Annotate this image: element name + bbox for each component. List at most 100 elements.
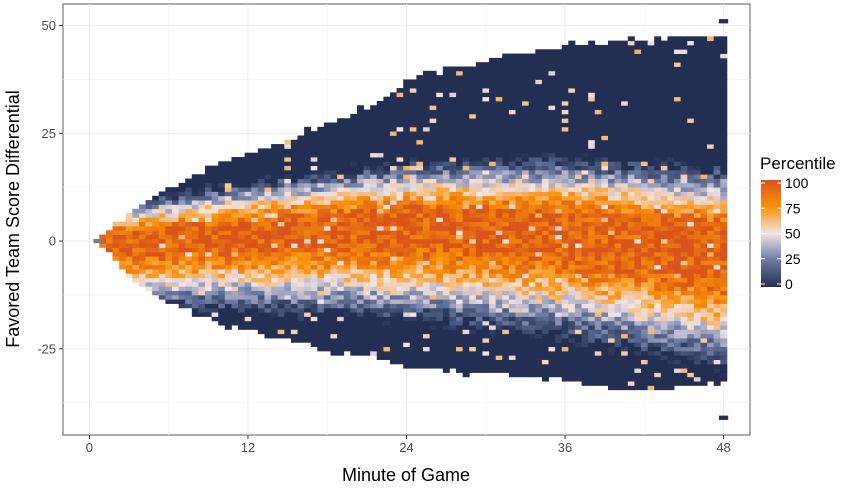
heatmap-cell xyxy=(548,213,556,218)
heatmap-cell xyxy=(185,247,193,253)
heatmap-cell xyxy=(442,221,450,227)
heatmap-cell xyxy=(601,294,609,300)
heatmap-cell xyxy=(574,118,582,123)
heatmap-cell xyxy=(429,174,437,179)
heatmap-cell xyxy=(449,316,457,322)
heatmap-cell xyxy=(502,316,510,322)
heatmap-cell xyxy=(667,131,675,136)
heatmap-cell xyxy=(495,238,503,244)
heatmap-cell xyxy=(304,273,312,279)
heatmap-cell xyxy=(535,165,543,171)
heatmap-cell xyxy=(370,161,378,167)
heatmap-cell xyxy=(277,144,285,149)
heatmap-cell xyxy=(502,191,510,197)
heatmap-cell xyxy=(641,152,649,158)
heatmap-cell xyxy=(627,376,635,382)
heatmap-cell xyxy=(238,174,246,179)
heatmap-cell xyxy=(469,161,477,167)
heatmap-cell xyxy=(304,174,312,179)
heatmap-cell xyxy=(363,126,371,132)
heatmap-cell xyxy=(667,234,675,240)
heatmap-cell xyxy=(495,100,503,106)
heatmap-cell xyxy=(588,144,596,149)
heatmap-cell xyxy=(607,62,615,67)
heatmap-cell xyxy=(594,260,602,266)
heatmap-cell xyxy=(469,122,477,128)
heatmap-cell xyxy=(574,368,582,373)
heatmap-cell xyxy=(396,225,404,231)
heatmap-cell xyxy=(581,96,589,102)
heatmap-cell xyxy=(561,49,569,54)
heatmap-cell xyxy=(403,342,411,348)
heatmap-cell xyxy=(495,195,503,201)
heatmap-cell xyxy=(284,230,292,235)
heatmap-cell xyxy=(350,290,358,296)
heatmap-cell xyxy=(489,264,497,270)
heatmap-cell xyxy=(403,312,411,317)
heatmap-cell xyxy=(462,269,470,274)
heatmap-cell xyxy=(436,157,444,162)
heatmap-cell xyxy=(581,174,589,179)
heatmap-cell xyxy=(343,338,351,343)
heatmap-cell xyxy=(508,329,516,335)
heatmap-cell xyxy=(356,329,364,335)
heatmap-cell xyxy=(456,359,464,365)
heatmap-cell xyxy=(205,204,213,210)
heatmap-cell xyxy=(403,100,411,106)
heatmap-cell xyxy=(370,346,378,352)
heatmap-cell xyxy=(396,247,404,253)
heatmap-cell xyxy=(323,195,331,201)
heatmap-cell xyxy=(535,260,543,266)
heatmap-cell xyxy=(667,105,675,110)
heatmap-cell xyxy=(218,320,226,326)
heatmap-cell xyxy=(436,131,444,136)
heatmap-cell xyxy=(370,131,378,136)
heatmap-cell xyxy=(495,355,503,360)
heatmap-cell xyxy=(489,363,497,369)
heatmap-cell xyxy=(323,157,331,162)
heatmap-cell xyxy=(574,169,582,175)
heatmap-cell xyxy=(191,208,199,214)
heatmap-cell xyxy=(667,269,675,274)
heatmap-cell xyxy=(284,144,292,149)
heatmap-cell xyxy=(356,273,364,279)
heatmap-cell xyxy=(416,303,424,309)
heatmap-cell xyxy=(674,118,682,123)
heatmap-cell xyxy=(674,200,682,205)
heatmap-cell xyxy=(522,152,530,158)
heatmap-cell xyxy=(621,350,629,356)
heatmap-cell xyxy=(641,126,649,132)
heatmap-cell xyxy=(548,225,556,231)
heatmap-cell xyxy=(389,230,397,235)
heatmap-cell xyxy=(641,294,649,300)
heatmap-cell xyxy=(607,157,615,162)
heatmap-cell xyxy=(607,191,615,197)
heatmap-cell xyxy=(449,204,457,210)
heatmap-cell xyxy=(581,187,589,192)
heatmap-cell xyxy=(535,213,543,218)
heatmap-cell xyxy=(674,131,682,136)
heatmap-cell xyxy=(515,208,523,214)
heatmap-cell xyxy=(621,70,629,76)
heatmap-cell xyxy=(674,135,682,141)
heatmap-cell xyxy=(555,307,563,313)
heatmap-cell xyxy=(621,260,629,266)
heatmap-cell xyxy=(442,243,450,248)
heatmap-cell xyxy=(495,316,503,322)
heatmap-cell xyxy=(389,355,397,360)
heatmap-cell xyxy=(416,157,424,162)
heatmap-cell xyxy=(257,260,265,266)
heatmap-cell xyxy=(429,363,437,369)
heatmap-cell xyxy=(627,256,635,261)
heatmap-cell xyxy=(535,105,543,110)
heatmap-cell xyxy=(641,92,649,98)
heatmap-cell xyxy=(205,264,213,270)
heatmap-cell xyxy=(442,269,450,274)
heatmap-cell xyxy=(218,195,226,201)
heatmap-cell xyxy=(145,217,153,223)
heatmap-cell xyxy=(535,355,543,360)
heatmap-cell xyxy=(634,299,642,304)
heatmap-cell xyxy=(350,169,358,175)
heatmap-cell xyxy=(257,195,265,201)
heatmap-cell xyxy=(284,182,292,188)
